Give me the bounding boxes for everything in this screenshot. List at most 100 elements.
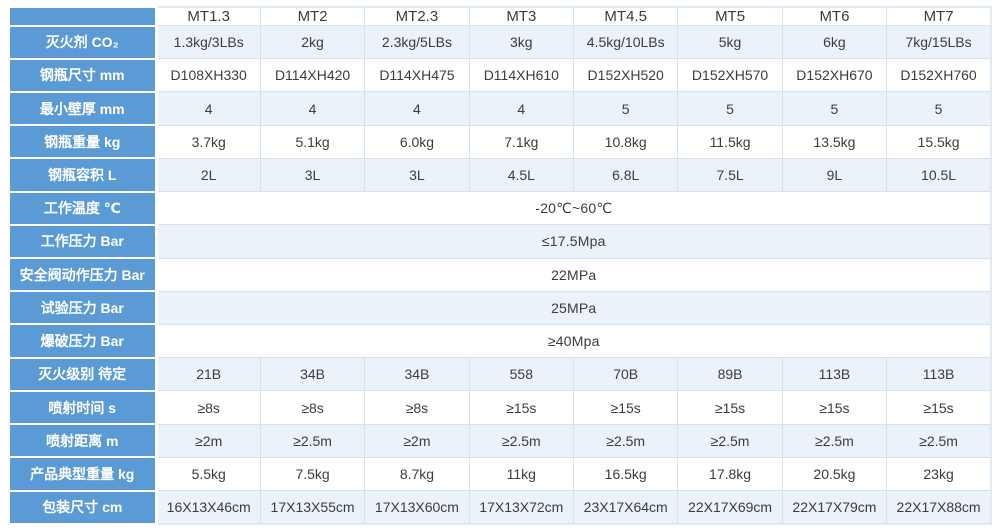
row-label: 钢瓶容积 L bbox=[8, 157, 158, 193]
cell: 558 bbox=[468, 357, 575, 392]
cell: 4.5kg/10LBs bbox=[572, 24, 679, 60]
cell: 5 bbox=[572, 91, 679, 126]
cell: 6kg bbox=[781, 24, 888, 60]
cell: 7.1kg bbox=[468, 124, 575, 159]
cell: ≥2m bbox=[155, 423, 261, 458]
row-label: 钢瓶尺寸 mm bbox=[8, 57, 158, 93]
cell: 22X17X88cm bbox=[886, 490, 992, 525]
cell: 4 bbox=[155, 91, 261, 126]
cell: D152XH520 bbox=[572, 58, 679, 93]
cell: 17X13X72cm bbox=[468, 490, 575, 525]
cell: ≥8s bbox=[259, 390, 366, 425]
cell: 5.1kg bbox=[259, 124, 366, 159]
cell: 2.3kg/5LBs bbox=[364, 24, 470, 60]
table-row: 包装尺寸 cm 16X13X46cm 17X13X55cm 17X13X60cm 17X… bbox=[8, 489, 992, 526]
cell: 113B bbox=[781, 357, 888, 392]
cell: 22X17X69cm bbox=[677, 490, 783, 525]
cell: 7.5kg bbox=[259, 456, 366, 492]
row-label: 钢瓶重量 kg bbox=[8, 124, 158, 160]
merged-cell: -20℃~60℃ bbox=[155, 191, 992, 226]
column-header: MT5 bbox=[677, 6, 783, 26]
cell: 7kg/15LBs bbox=[886, 24, 992, 60]
cell: 2L bbox=[155, 157, 261, 193]
cell: ≥2.5m bbox=[572, 423, 679, 458]
row-label: 喷射时间 s bbox=[8, 389, 158, 426]
cell: 5 bbox=[886, 91, 992, 126]
table-row: 安全阀动作压力 Bar 22MPa bbox=[8, 257, 992, 293]
cell: 15.5kg bbox=[886, 124, 992, 159]
header-row: MT1.3 MT2 MT2.3 MT3 MT4.5 MT5 MT6 MT7 bbox=[8, 6, 992, 27]
row-label: 包装尺寸 cm bbox=[8, 489, 158, 526]
column-header: MT4.5 bbox=[572, 6, 679, 26]
table-row: 钢瓶重量 kg 3.7kg 5.1kg 6.0kg 7.1kg 10.8kg 11.5kg 1… bbox=[8, 124, 992, 160]
table-row: 产品典型重量 kg 5.5kg 7.5kg 8.7kg 11kg 16.5kg 17.8kg… bbox=[8, 456, 992, 492]
row-label: 灭火级别 待定 bbox=[8, 356, 158, 392]
cell: 11.5kg bbox=[677, 124, 783, 159]
cell: 4 bbox=[364, 91, 470, 126]
table-row: 灭火级别 待定 21B 34B 34B 558 70B 89B 113B 113B bbox=[8, 356, 992, 392]
cell: 5.5kg bbox=[155, 456, 261, 492]
column-header: MT3 bbox=[468, 6, 575, 26]
row-label: 最小壁厚 mm bbox=[8, 90, 158, 127]
table-row: 爆破压力 Bar ≥40Mpa bbox=[8, 323, 992, 359]
cell: 20.5kg bbox=[781, 456, 888, 492]
row-label: 试验压力 Bar bbox=[8, 290, 158, 326]
cell: 113B bbox=[886, 357, 992, 392]
row-label: 产品典型重量 kg bbox=[8, 456, 158, 492]
cell: 23X17X64cm bbox=[572, 490, 679, 525]
cell: D108XH330 bbox=[155, 58, 261, 93]
cell: 89B bbox=[677, 357, 783, 392]
cell: ≥8s bbox=[364, 390, 470, 425]
merged-cell: ≥40Mpa bbox=[155, 323, 992, 359]
cell: ≥2.5m bbox=[677, 423, 783, 458]
cell: 1.3kg/3LBs bbox=[155, 24, 261, 60]
cell: D114XH420 bbox=[259, 58, 366, 93]
cell: 70B bbox=[572, 357, 679, 392]
cell: 3L bbox=[259, 157, 366, 193]
cell: 16.5kg bbox=[572, 456, 679, 492]
cell: 13.5kg bbox=[781, 124, 888, 159]
cell: 4 bbox=[259, 91, 366, 126]
column-header: MT1.3 bbox=[155, 6, 261, 26]
cell: 3kg bbox=[468, 24, 575, 60]
row-label: 灭火剂 CO₂ bbox=[8, 24, 158, 60]
cell: ≥2.5m bbox=[259, 423, 366, 458]
cell: 17X13X55cm bbox=[259, 490, 366, 525]
table-row: 试验压力 Bar 25MPa bbox=[8, 290, 992, 326]
table-row: 钢瓶容积 L 2L 3L 3L 4.5L 6.8L 7.5L 9L 10.5L bbox=[8, 157, 992, 193]
cell: 4 bbox=[468, 91, 575, 126]
cell: 34B bbox=[364, 357, 470, 392]
cell: 6.8L bbox=[572, 157, 679, 193]
table-row: 工作压力 Bar ≤17.5Mpa bbox=[8, 223, 992, 260]
row-label: 喷射距离 m bbox=[8, 423, 158, 459]
table-row: 灭火剂 CO₂ 1.3kg/3LBs 2kg 2.3kg/5LBs 3kg 4.5kg/1… bbox=[8, 24, 992, 60]
cell: 34B bbox=[259, 357, 366, 392]
cell: 17X13X60cm bbox=[364, 490, 470, 525]
column-header: MT2 bbox=[259, 6, 366, 26]
cell: 8.7kg bbox=[364, 456, 470, 492]
cell: 7.5L bbox=[677, 157, 783, 193]
merged-cell: 25MPa bbox=[155, 290, 992, 325]
cell: 3.7kg bbox=[155, 124, 261, 159]
cell: 11kg bbox=[468, 456, 575, 492]
cell: 22X17X79cm bbox=[781, 490, 888, 525]
cell: ≥15s bbox=[572, 390, 679, 425]
cell: 16X13X46cm bbox=[155, 490, 261, 525]
table-row: 喷射时间 s ≥8s ≥8s ≥8s ≥15s ≥15s ≥15s ≥15s ≥15s bbox=[8, 389, 992, 426]
cell: ≥15s bbox=[781, 390, 888, 425]
table-row: 喷射距离 m ≥2m ≥2.5m ≥2m ≥2.5m ≥2.5m ≥2.5m ≥2.5m ≥2.… bbox=[8, 423, 992, 459]
cell: ≥15s bbox=[468, 390, 575, 425]
cell: ≥2.5m bbox=[886, 423, 992, 458]
cell: 17.8kg bbox=[677, 456, 783, 492]
cell: ≥2.5m bbox=[781, 423, 888, 458]
cell: 9L bbox=[781, 157, 888, 193]
cell: 10.5L bbox=[886, 157, 992, 193]
cell: 5 bbox=[781, 91, 888, 126]
row-label: 工作温度 ℃ bbox=[8, 190, 158, 226]
table-row: 工作温度 ℃ -20℃~60℃ bbox=[8, 190, 992, 226]
cell: 4.5L bbox=[468, 157, 575, 193]
column-header: MT6 bbox=[781, 6, 888, 26]
cell: ≥8s bbox=[155, 390, 261, 425]
merged-cell: ≤17.5Mpa bbox=[155, 224, 992, 259]
